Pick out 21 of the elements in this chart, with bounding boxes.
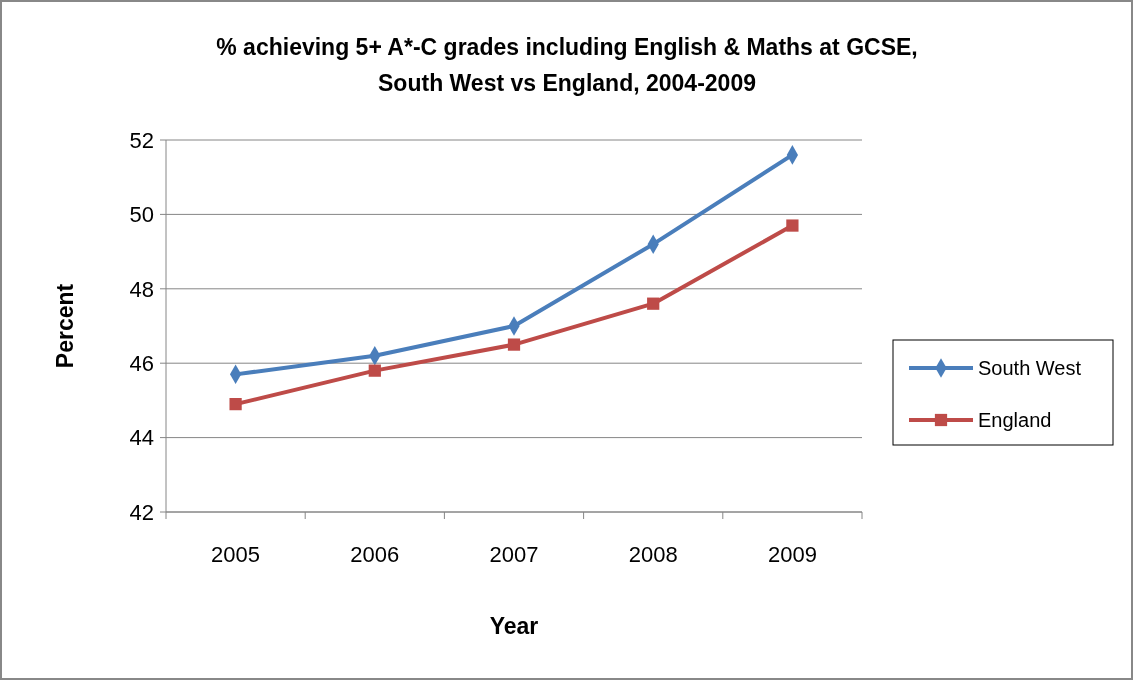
y-tick-label: 44 — [129, 425, 154, 451]
x-tick-label: 2006 — [350, 542, 400, 567]
point — [507, 338, 521, 351]
chart-title: % achieving 5+ A*-C grades including English & Maths at GCSE, South West vs England, 2004-2009 — [216, 34, 918, 96]
legend-label: England — [978, 409, 1052, 431]
y-tick-label: 50 — [129, 202, 154, 228]
point — [229, 398, 242, 411]
y-axis-title: Percent — [52, 283, 78, 369]
point — [786, 219, 799, 232]
x-tick-label: 2009 — [767, 542, 817, 567]
point — [368, 364, 381, 377]
point — [647, 297, 660, 310]
y-tick-label: 46 — [129, 350, 154, 376]
x-tick-label: 2005 — [211, 542, 261, 567]
x-tick-label: 2008 — [628, 542, 678, 567]
x-tick-label: 2007 — [489, 542, 539, 567]
legend-label: South West — [978, 357, 1082, 379]
y-tick-label: 52 — [129, 127, 154, 153]
y-tick-label: 42 — [129, 499, 154, 525]
x-axis-title: Year — [489, 613, 539, 639]
y-tick-label: 48 — [129, 276, 154, 302]
